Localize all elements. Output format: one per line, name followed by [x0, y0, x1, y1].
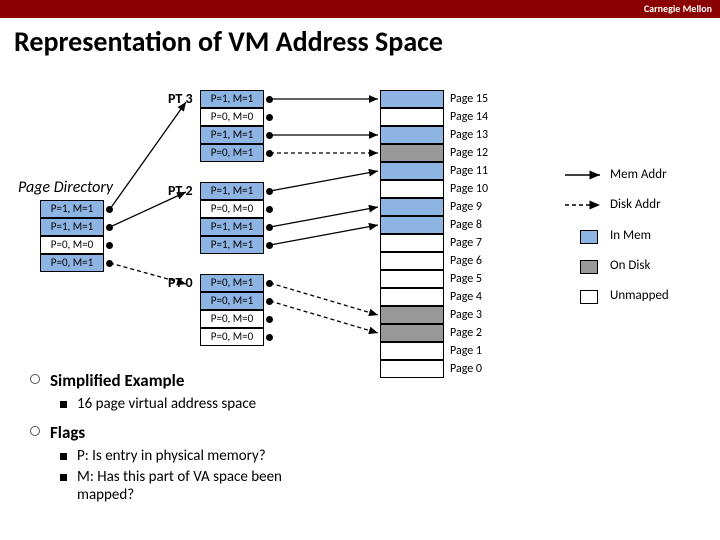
- page-cell: [380, 288, 444, 306]
- pt0-entry: P=0, M=0: [200, 328, 264, 346]
- page-label: Page 7: [450, 236, 482, 250]
- page-label: Page 4: [450, 290, 482, 304]
- pt3-label: PT 3: [168, 90, 193, 107]
- page-cell: [380, 108, 444, 126]
- diagram-canvas: PT 3 P=1, M=1P=0, M=0P=1, M=1P=0, M=1 PT…: [0, 70, 720, 540]
- connector-dot: [266, 280, 273, 287]
- page-label: Page 8: [450, 218, 482, 232]
- pt2-entry: P=1, M=1: [200, 236, 264, 254]
- bullet-flags-text: Flags: [50, 422, 85, 443]
- bullet-flags-sub2: M: Has this part of VA space been mapped…: [60, 468, 340, 504]
- bullet-simplified-sub: 16 page virtual address space: [60, 395, 256, 413]
- page-cell: [380, 126, 444, 144]
- page-cell: [380, 252, 444, 270]
- page-cell: [380, 342, 444, 360]
- page-directory-label: Page Directory: [18, 178, 113, 197]
- pt0-entry: P=0, M=0: [200, 310, 264, 328]
- connector-dot: [266, 150, 273, 157]
- pt2-entry: P=1, M=1: [200, 218, 264, 236]
- page-label: Page 5: [450, 272, 482, 286]
- page-label: Page 9: [450, 200, 482, 214]
- page-title: Representation of VM Address Space: [0, 18, 720, 69]
- pt2-label: PT 2: [168, 182, 193, 199]
- bullet-flags-sub1-text: P: Is entry in physical memory?: [77, 447, 266, 465]
- page-label: Page 0: [450, 362, 482, 376]
- page-cell: [380, 270, 444, 288]
- legend-swatch-ondisk: [580, 260, 598, 274]
- page-label: Page 6: [450, 254, 482, 268]
- connector-dot: [266, 206, 273, 213]
- page-cell: [380, 198, 444, 216]
- connector-dot: [106, 242, 113, 249]
- page-cell: [380, 234, 444, 252]
- page-directory-entry: P=1, M=1: [40, 200, 104, 218]
- page-cell: [380, 180, 444, 198]
- bullet-simplified-sub-text: 16 page virtual address space: [77, 395, 256, 413]
- bullet-flags-sub1: P: Is entry in physical memory?: [60, 447, 266, 465]
- page-cell: [380, 306, 444, 324]
- pt3-entry: P=1, M=1: [200, 90, 264, 108]
- page-label: Page 15: [450, 92, 488, 106]
- page-cell: [380, 90, 444, 108]
- bullet-circle-icon: [30, 374, 40, 384]
- bullet-circle-icon: [30, 426, 40, 436]
- pt0-entry: P=0, M=1: [200, 292, 264, 310]
- page-label: Page 12: [450, 146, 488, 160]
- connector-dot: [266, 188, 273, 195]
- cmu-label: Carnegie Mellon: [644, 2, 712, 15]
- page-cell: [380, 162, 444, 180]
- page-label: Page 1: [450, 344, 482, 358]
- pt0-label: PT 0: [168, 274, 193, 291]
- bullet-flags: Flags: [30, 422, 85, 443]
- connector-dot: [266, 334, 273, 341]
- page-cell: [380, 324, 444, 342]
- connector-dot: [266, 242, 273, 249]
- connector-dot: [106, 224, 113, 231]
- connector-dot: [266, 224, 273, 231]
- bullet-simplified-text: Simplified Example: [50, 370, 184, 391]
- page-label: Page 13: [450, 128, 488, 142]
- bullet-square-icon: [60, 474, 67, 481]
- connector-dot: [266, 96, 273, 103]
- page-cell: [380, 216, 444, 234]
- legend-unmapped: Unmapped: [610, 288, 669, 303]
- page-directory-entry: P=1, M=1: [40, 218, 104, 236]
- page-label: Page 10: [450, 182, 488, 196]
- page-label: Page 11: [450, 164, 488, 178]
- legend-disk-addr: Disk Addr: [610, 197, 661, 212]
- pt3-entry: P=0, M=0: [200, 108, 264, 126]
- connector-dot: [266, 316, 273, 323]
- pt2-entry: P=1, M=1: [200, 182, 264, 200]
- pt2-entry: P=0, M=0: [200, 200, 264, 218]
- legend-swatch-unmapped: [580, 290, 598, 304]
- page-cell: [380, 360, 444, 378]
- connector-dot: [266, 132, 273, 139]
- pt0-entry: P=0, M=1: [200, 274, 264, 292]
- connector-dot: [266, 114, 273, 121]
- page-label: Page 3: [450, 308, 482, 322]
- connector-dot: [266, 298, 273, 305]
- connector-dot: [106, 260, 113, 267]
- pt3-entry: P=1, M=1: [200, 126, 264, 144]
- header-bar: [0, 0, 720, 18]
- page-directory-entry: P=0, M=0: [40, 236, 104, 254]
- legend-swatch-inmem: [580, 230, 598, 244]
- legend-in-mem: In Mem: [610, 228, 651, 243]
- page-cell: [380, 144, 444, 162]
- page-label: Page 2: [450, 326, 482, 340]
- page-directory-entry: P=0, M=1: [40, 254, 104, 272]
- legend-on-disk: On Disk: [610, 258, 650, 273]
- page-label: Page 14: [450, 110, 488, 124]
- pt3-entry: P=0, M=1: [200, 144, 264, 162]
- legend-mem-addr: Mem Addr: [610, 167, 667, 182]
- bullet-flags-sub2-text: M: Has this part of VA space been mapped…: [77, 468, 340, 504]
- bullet-square-icon: [60, 453, 67, 460]
- bullet-square-icon: [60, 401, 67, 408]
- bullet-simplified: Simplified Example: [30, 370, 184, 391]
- connector-dot: [106, 206, 113, 213]
